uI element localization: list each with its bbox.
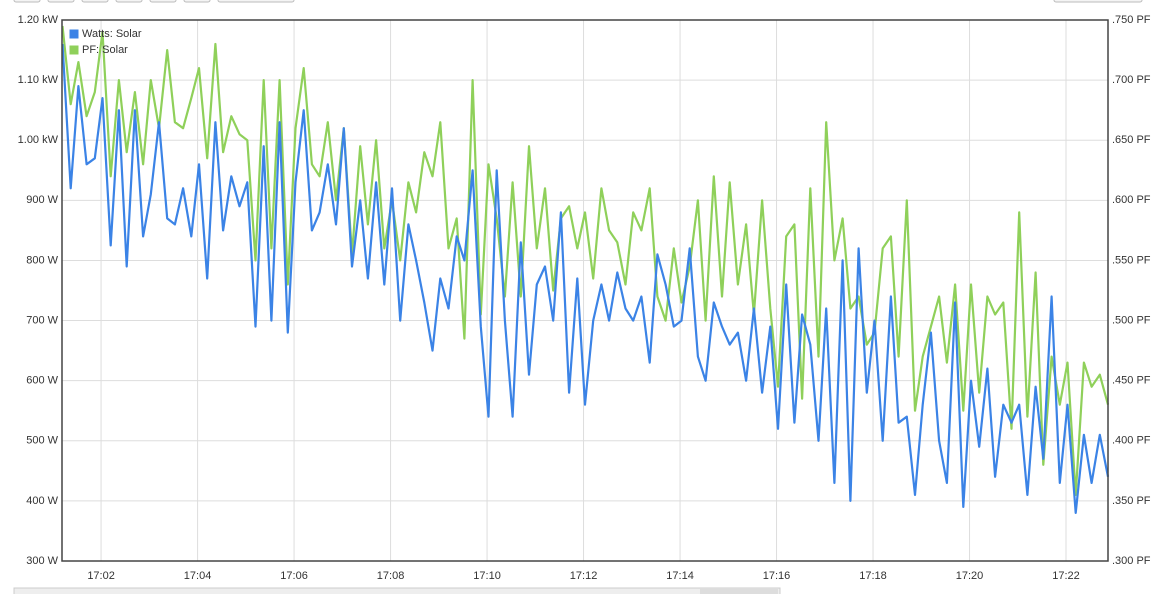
series-line (61, 25, 1110, 496)
toolbar-button[interactable] (115, 0, 143, 3)
toolbar-button[interactable] (183, 0, 211, 3)
x-tick-label: 17:12 (570, 570, 598, 582)
legend-swatch (68, 44, 80, 56)
y2-tick-label: .550 PF (1112, 254, 1151, 266)
y2-tick-label: .750 PF (1112, 14, 1151, 26)
legend: Watts: Solar PF: Solar (68, 28, 142, 56)
y2-tick-label: .450 PF (1112, 375, 1151, 387)
y2-tick-label: .650 PF (1112, 134, 1151, 146)
y-tick-label: 1.10 kW (18, 74, 59, 86)
scrollbar[interactable] (13, 587, 781, 597)
y-tick-label: 800 W (26, 254, 58, 266)
x-tick-label: 17:14 (666, 570, 694, 582)
x-tick-label: 17:16 (763, 570, 791, 582)
y2-tick-label: .300 PF (1112, 555, 1151, 567)
y-tick-label: 300 W (26, 555, 58, 567)
legend-swatch (68, 28, 80, 40)
toolbar-button[interactable] (81, 0, 109, 3)
x-tick-label: 17:02 (87, 570, 115, 582)
y-tick-label: 700 W (26, 314, 58, 326)
y2-tick-label: .400 PF (1112, 435, 1151, 447)
legend-label: Watts: Solar (82, 28, 142, 40)
y-tick-label: 600 W (26, 375, 58, 387)
y2-tick-label: .500 PF (1112, 314, 1151, 326)
toolbar (13, 0, 1143, 3)
series-line (61, 43, 1110, 514)
legend-label: PF: Solar (82, 44, 128, 56)
plot-border (61, 19, 1109, 562)
toolbar-button[interactable] (13, 0, 41, 3)
toolbar-button[interactable] (47, 0, 75, 3)
toolbar-button[interactable] (1053, 0, 1143, 3)
lines (61, 25, 1110, 514)
toolbar-button[interactable] (217, 0, 295, 3)
x-tick-label: 17:08 (377, 570, 405, 582)
x-tick-label: 17:06 (280, 570, 308, 582)
y2-tick-label: .700 PF (1112, 74, 1151, 86)
y2-tick-label: .600 PF (1112, 194, 1151, 206)
scrollbar-thumb[interactable] (700, 589, 778, 595)
x-tick-label: 17:04 (184, 570, 212, 582)
x-tick-label: 17:20 (956, 570, 984, 582)
y-tick-label: 1.00 kW (18, 134, 59, 146)
y-tick-label: 1.20 kW (18, 14, 59, 26)
y-tick-label: 500 W (26, 435, 58, 447)
y2-tick-label: .350 PF (1112, 495, 1151, 507)
y-tick-label: 400 W (26, 495, 58, 507)
x-tick-label: 17:10 (473, 570, 501, 582)
labels: 300 W 400 W 500 W 600 W 700 W 800 W 900 W 1.00 … (18, 14, 1151, 582)
toolbar-button[interactable] (149, 0, 177, 3)
x-tick-label: 17:22 (1052, 570, 1080, 582)
x-tick-label: 17:18 (859, 570, 887, 582)
y-tick-label: 900 W (26, 194, 58, 206)
